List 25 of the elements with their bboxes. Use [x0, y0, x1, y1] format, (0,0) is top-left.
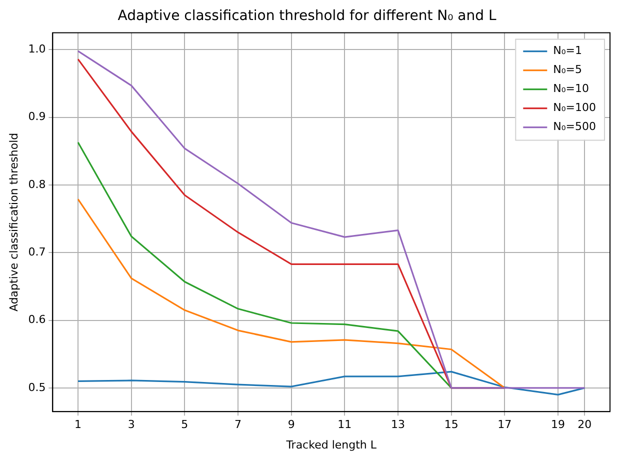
x-tick-label: 5 — [181, 418, 188, 432]
chart-title: Adaptive classification threshold for different N₀ and L — [118, 8, 496, 24]
y-tick-label: 0.9 — [28, 110, 46, 124]
y-tick-label: 0.8 — [28, 178, 46, 191]
legend-label: N₀=100 — [553, 101, 596, 114]
x-tick-label: 20 — [578, 418, 592, 432]
x-tick-label: 13 — [391, 418, 406, 432]
legend-label: N₀=1 — [553, 44, 582, 58]
y-tick-label: 0.7 — [28, 246, 46, 258]
x-tick-label: 7 — [234, 418, 242, 432]
x-tick-label: 3 — [128, 418, 135, 432]
y-tick-label: 0.6 — [28, 313, 46, 326]
x-tick-label: 11 — [338, 418, 352, 432]
legend-label: N₀=10 — [553, 82, 590, 96]
x-axis-title: Tracked length L — [285, 438, 378, 452]
y-tick-label: 1.0 — [28, 42, 46, 56]
legend-label: N₀=5 — [553, 63, 582, 76]
x-tick-label: 1 — [74, 418, 82, 432]
x-tick-label: 17 — [498, 418, 512, 432]
x-tick-label: 15 — [444, 418, 458, 432]
x-tick-label: 9 — [288, 418, 295, 432]
legend-label: N₀=500 — [553, 120, 596, 134]
x-tick-label: 19 — [551, 418, 566, 432]
y-tick-label: 0.5 — [28, 380, 46, 394]
y-axis-title: Adaptive classification threshold — [7, 132, 20, 312]
